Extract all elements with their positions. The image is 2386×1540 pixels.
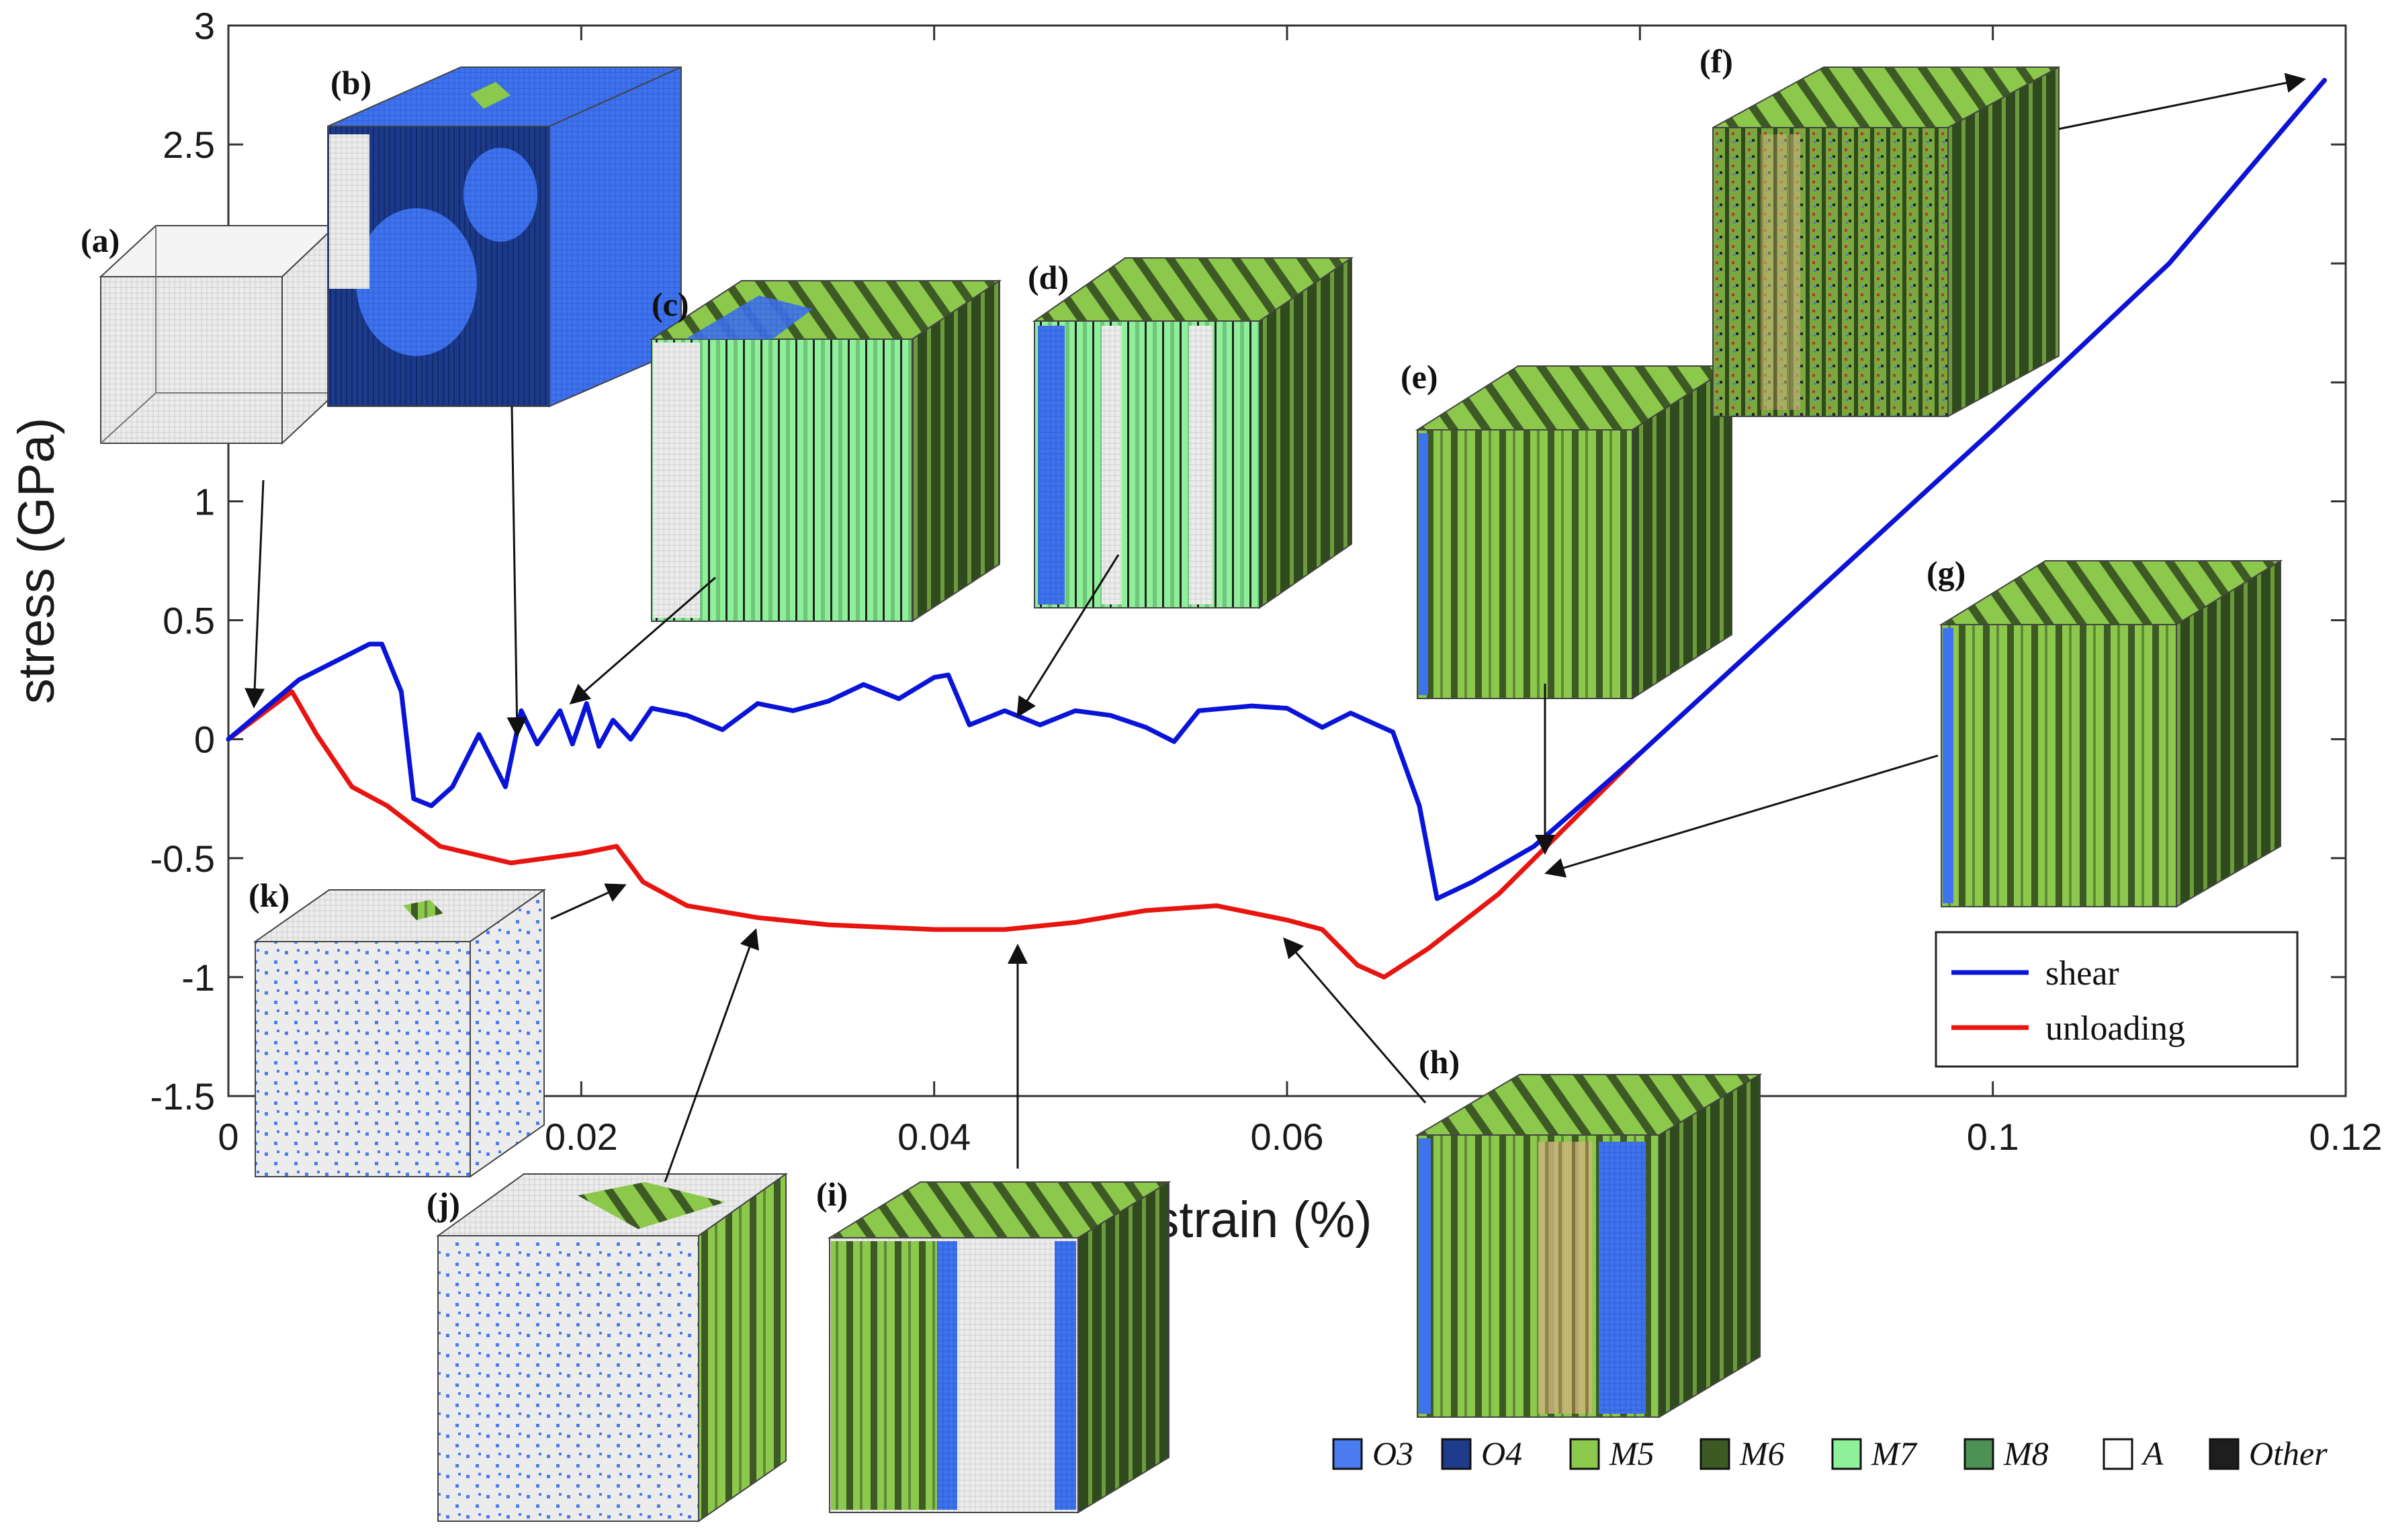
series-legend: shear unloading — [1935, 931, 2299, 1068]
snapshot-i-cube — [827, 1181, 1172, 1514]
phase-swatch-m8 — [1963, 1438, 1994, 1470]
panel-labels: (a) (b) (c) (d) (e) (f) (g) (h) (i) (j) … — [81, 42, 1965, 1223]
panel-label-e: (e) — [1401, 358, 1438, 396]
annotation-arrows — [245, 73, 2306, 1183]
y-tick-label: 0 — [194, 719, 215, 761]
y-tick-labels: -1.5-1-0.500.511.522.53 — [150, 5, 216, 1118]
snapshot-a-cube — [99, 224, 338, 445]
y-tick-label: 0.5 — [163, 600, 215, 642]
x-tick-label: 0.02 — [545, 1116, 618, 1158]
arrow-k — [550, 883, 627, 920]
panel-label-f: (f) — [1699, 42, 1733, 80]
x-tick-label: 0.04 — [897, 1116, 971, 1158]
axis-ticks — [227, 24, 2347, 1097]
phase-label-o4: O4 — [1481, 1435, 1522, 1472]
snapshot-h-cube — [1415, 1073, 1763, 1418]
y-tick-label: 1 — [194, 480, 215, 523]
arrow-a — [245, 480, 265, 709]
x-axis-title: strain (%) — [1153, 1191, 1372, 1249]
arrow-j — [664, 928, 759, 1183]
phase-swatch-o3 — [1332, 1438, 1363, 1470]
snapshots — [99, 66, 2283, 1523]
phase-label-a: A — [2141, 1435, 2164, 1472]
panel-label-k: (k) — [249, 876, 290, 914]
phase-label-o3: O3 — [1372, 1435, 1413, 1472]
phase-swatch-m7 — [1831, 1438, 1862, 1470]
phase-swatch-other — [2209, 1438, 2240, 1470]
panel-label-i: (i) — [816, 1175, 848, 1213]
phase-swatch-m5 — [1569, 1438, 1600, 1470]
snapshot-d-cube — [1032, 257, 1354, 609]
series-line-shear — [226, 78, 2327, 901]
panel-label-c: (c) — [652, 285, 689, 323]
panel-label-a: (a) — [81, 222, 120, 259]
legend-label-unloading: unloading — [2045, 1009, 2185, 1048]
y-axis-title: stress (GPa) — [8, 418, 65, 705]
x-tick-label: 0.06 — [1251, 1116, 1324, 1158]
snapshot-e-cube — [1415, 365, 1734, 700]
phase-swatch-o4 — [1441, 1438, 1472, 1470]
legend-label-shear: shear — [2045, 954, 2119, 993]
phase-legend: O3 O4 M5 M6 M7 M8 A Other — [1332, 1435, 2328, 1472]
phase-label-m8: M8 — [2003, 1435, 2049, 1472]
arrow-d — [1016, 554, 1120, 718]
phase-swatch-m6 — [1699, 1438, 1730, 1470]
arrow-f — [2058, 73, 2306, 130]
y-tick-label: -1.5 — [150, 1075, 216, 1118]
snapshot-f-cube — [1712, 66, 2060, 418]
snapshot-k-cube — [253, 889, 547, 1178]
arrow-g — [1544, 754, 1939, 878]
snapshot-g-cube — [1939, 559, 2283, 908]
x-tick-label: 0.1 — [1967, 1116, 2019, 1158]
panel-label-j: (j) — [427, 1185, 460, 1223]
y-tick-label: -1 — [181, 956, 215, 999]
x-tick-label: 0.12 — [2309, 1116, 2383, 1158]
panel-label-b: (b) — [330, 64, 371, 101]
arrow-c — [569, 576, 716, 705]
phase-swatch-a — [2103, 1438, 2133, 1470]
y-tick-label: 2.5 — [163, 124, 215, 166]
phase-label-m7: M7 — [1871, 1435, 1918, 1472]
panel-label-g: (g) — [1927, 554, 1965, 592]
snapshot-j-cube — [435, 1173, 789, 1523]
x-tick-label: 0 — [218, 1116, 238, 1158]
phase-label-other: Other — [2249, 1435, 2328, 1472]
y-tick-label: 3 — [194, 5, 215, 47]
phase-label-m5: M5 — [1609, 1435, 1654, 1472]
arrow-h — [1283, 937, 1427, 1103]
snapshot-b-cube — [327, 66, 682, 408]
arrow-b — [506, 406, 527, 737]
snapshot-c-cube — [649, 279, 1002, 623]
y-tick-label: -0.5 — [150, 837, 216, 880]
panel-label-h: (h) — [1419, 1043, 1460, 1081]
phase-label-m6: M6 — [1739, 1435, 1785, 1472]
panel-label-d: (d) — [1028, 259, 1069, 296]
